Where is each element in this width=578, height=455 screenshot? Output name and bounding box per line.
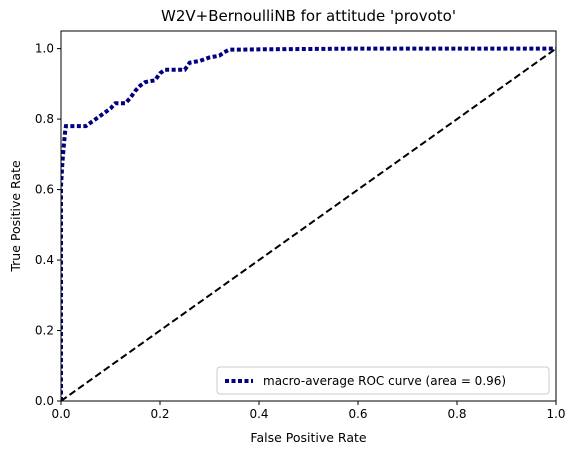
legend-entry-macro-average: macro-average ROC curve (area = 0.96) <box>263 374 506 388</box>
chart-title: W2V+BernoulliNB for attitude 'provoto' <box>161 7 456 25</box>
series-line-macro-average-roc <box>61 46 556 401</box>
x-tick-label: 0.0 <box>51 407 70 421</box>
x-axis-label: False Positive Rate <box>250 430 366 445</box>
x-tick-label: 1.0 <box>546 407 565 421</box>
y-tick-label: 0.0 <box>35 394 54 408</box>
x-tick-label: 0.4 <box>249 407 268 421</box>
y-tick-label: 0.4 <box>35 253 54 267</box>
y-tick-label: 0.8 <box>35 112 54 126</box>
legend: macro-average ROC curve (area = 0.96) <box>216 366 550 395</box>
y-tick-label: 1.0 <box>35 42 54 56</box>
y-axis-ticks: 0.0 0.2 0.4 0.6 0.8 1.0 <box>35 42 61 408</box>
y-tick-label: 0.2 <box>35 324 54 338</box>
x-tick-label: 0.2 <box>150 407 169 421</box>
series-line-chance-diagonal <box>61 47 556 401</box>
x-axis-ticks: 0.0 0.2 0.4 0.6 0.8 1.0 <box>51 401 566 421</box>
plot-frame <box>60 30 557 402</box>
x-tick-label: 0.6 <box>348 407 367 421</box>
y-tick-label: 0.6 <box>35 183 54 197</box>
x-tick-label: 0.8 <box>447 407 466 421</box>
y-axis-label: True Positive Rate <box>8 160 23 273</box>
legend-box <box>216 366 550 395</box>
series-layer <box>61 46 556 401</box>
